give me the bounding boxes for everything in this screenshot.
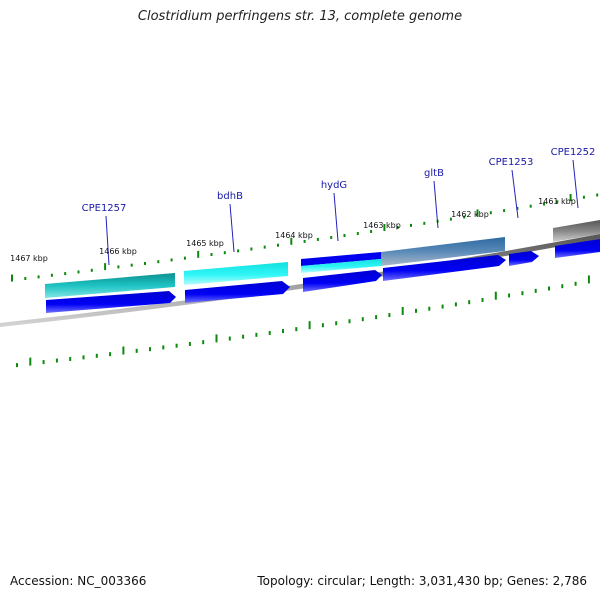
feature-track-lower [46,239,600,313]
kbp-label: 1463 kbp [363,221,401,230]
kbp-label: 1465 kbp [186,239,224,248]
cds-arrow-4[interactable] [383,255,506,281]
gene-label[interactable]: CPE1252 [551,147,596,158]
gene-leader-line [333,192,339,242]
accession-text: Accession: NC_003366 [10,574,147,588]
cds-arrow-2[interactable] [185,281,290,303]
gene-leader-line [105,215,110,266]
cds-arrow-6[interactable] [555,239,600,258]
gene-leader-line [433,180,439,229]
gene-gltb-feature[interactable] [381,237,505,266]
kbp-label: 1467 kbp [10,254,48,263]
gene-hydg-lower-band [301,259,381,273]
gene-leader-line [229,203,235,253]
cds-arrow-3[interactable] [303,270,382,292]
genome-backbone [0,234,600,327]
genome-stats-text: Topology: circular; Length: 3,031,430 bp… [257,574,587,588]
kbp-tick-row [11,193,599,282]
kbp-label: 1461 kbp [538,197,576,206]
gene-hydg-feature[interactable] [301,252,381,266]
gene-label[interactable]: hydG [321,180,347,191]
kbp-label: 1462 kbp [451,210,489,219]
map-title: Clostridium perfringens str. 13, complet… [137,9,463,24]
gene-label[interactable]: CPE1253 [489,157,534,168]
cds-arrow-5[interactable] [509,251,539,266]
inner-tick-row [16,275,590,368]
gene-cpe1252-feature[interactable] [553,220,600,242]
cds-arrow-1[interactable] [46,291,176,313]
gene-labels: CPE1257 bdhB hydG gltB CPE1253 CPE1252 [82,147,596,266]
gene-leader-line [511,169,519,219]
kbp-labels: 1467 kbp 1466 kbp 1465 kbp 1464 kbp 1463 kbp… [10,197,576,263]
feature-track-upper [45,220,600,298]
gene-leader-line [572,159,579,209]
kbp-label: 1464 kbp [275,231,313,240]
gene-cpe1257-feature[interactable] [45,273,175,298]
gene-label[interactable]: CPE1257 [82,203,127,214]
gene-bdhb-feature[interactable] [184,262,288,285]
kbp-label: 1466 kbp [99,247,137,256]
gene-label[interactable]: bdhB [217,191,243,202]
gene-label[interactable]: gltB [424,168,444,179]
